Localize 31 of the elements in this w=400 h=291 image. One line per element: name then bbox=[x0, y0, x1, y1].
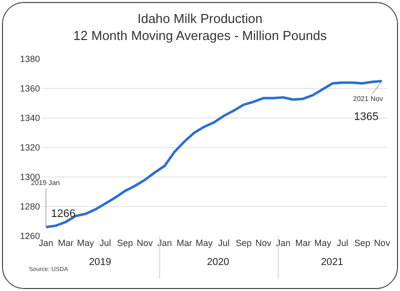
text: 2019 bbox=[89, 257, 112, 268]
x-tick-label: Sep bbox=[117, 238, 134, 248]
x-tick-label: Mar bbox=[295, 238, 311, 248]
data-label: 1266 bbox=[51, 208, 76, 220]
y-tick-label: 1320 bbox=[20, 142, 40, 153]
x-tick-label: Jul bbox=[218, 238, 230, 248]
x-tick-label: Jul bbox=[336, 238, 348, 248]
x-tick-label: Jan bbox=[157, 238, 172, 248]
x-tick-label: Mar bbox=[58, 238, 74, 248]
x-tick-label: May bbox=[196, 238, 214, 248]
x-tick-label: Mar bbox=[176, 238, 192, 248]
x-tick-label: Nov bbox=[136, 238, 154, 248]
chart-title: Idaho Milk Production 12 Month Moving Averages - Million Pounds bbox=[73, 10, 328, 43]
x-tick-label: Nov bbox=[374, 238, 391, 248]
x-tick-label: Sep bbox=[354, 238, 370, 248]
x-tick-label: May bbox=[76, 238, 94, 248]
y-tick-label: 1280 bbox=[20, 202, 40, 212]
y-tick-label: 1260 bbox=[20, 231, 40, 242]
x-tick-label: Sep bbox=[236, 238, 252, 248]
x-tick-label: Nov bbox=[255, 238, 272, 248]
y-tick-label: 1360 bbox=[20, 84, 40, 94]
y-tick-label: 1340 bbox=[20, 113, 40, 124]
text: 2021 bbox=[321, 257, 344, 268]
data-label: 1365 bbox=[354, 111, 378, 123]
x-tick-label: Jan bbox=[276, 238, 290, 248]
text: 2020 bbox=[207, 257, 230, 268]
x-tick-label: Jul bbox=[100, 238, 112, 248]
y-tick-label: 1380 bbox=[20, 54, 40, 64]
x-tick-label: May bbox=[314, 238, 332, 248]
x-tick-label: Jan bbox=[38, 238, 54, 248]
line-series bbox=[44, 80, 384, 228]
